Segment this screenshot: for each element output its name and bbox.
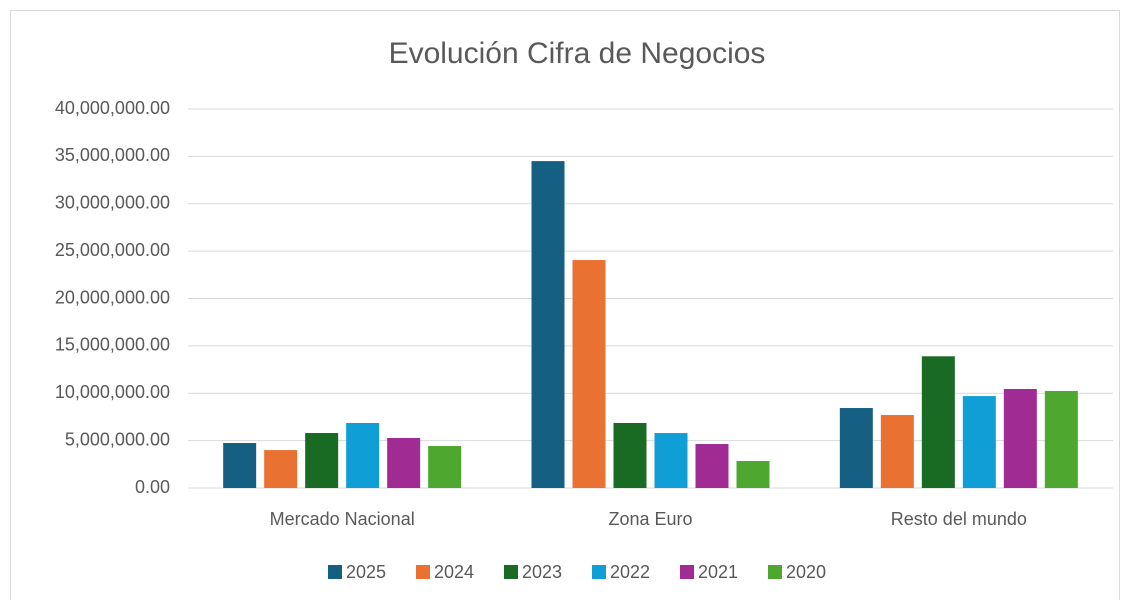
bar xyxy=(305,433,339,488)
legend-swatch xyxy=(416,565,430,579)
legend-label: 2020 xyxy=(786,562,826,582)
y-tick-label: 0.00 xyxy=(135,477,170,497)
bar xyxy=(654,433,688,488)
bar xyxy=(1044,390,1078,488)
bar xyxy=(264,450,298,488)
y-tick-label: 15,000,000.00 xyxy=(55,335,170,355)
bar xyxy=(428,446,462,488)
bar xyxy=(1003,388,1037,488)
y-tick-label: 5,000,000.00 xyxy=(65,429,170,449)
legend-swatch xyxy=(680,565,694,579)
x-tick-label: Mercado Nacional xyxy=(270,509,415,529)
bar xyxy=(695,444,729,488)
legend-swatch xyxy=(768,565,782,579)
bar xyxy=(387,437,421,488)
chart-title: Evolución Cifra de Negocios xyxy=(389,37,766,70)
y-tick-label: 25,000,000.00 xyxy=(55,240,170,260)
legend-label: 2024 xyxy=(434,562,474,582)
y-tick-label: 30,000,000.00 xyxy=(55,193,170,213)
bar xyxy=(572,260,606,488)
bar xyxy=(531,161,565,489)
legend-label: 2025 xyxy=(346,562,386,582)
bar xyxy=(613,423,647,488)
y-tick-label: 40,000,000.00 xyxy=(55,98,170,118)
bar xyxy=(962,396,996,488)
y-tick-label: 20,000,000.00 xyxy=(55,287,170,307)
legend-swatch xyxy=(504,565,518,579)
legend-swatch xyxy=(328,565,342,579)
legend-label: 2021 xyxy=(698,562,738,582)
legend-swatch xyxy=(592,565,606,579)
x-tick-label: Resto del mundo xyxy=(891,509,1027,529)
y-tick-label: 35,000,000.00 xyxy=(55,145,170,165)
legend-label: 2023 xyxy=(522,562,562,582)
bar xyxy=(736,460,770,488)
bar xyxy=(839,408,873,488)
bar xyxy=(223,442,257,488)
bar xyxy=(880,415,914,488)
y-tick-label: 10,000,000.00 xyxy=(55,382,170,402)
bar xyxy=(921,356,955,488)
legend-label: 2022 xyxy=(610,562,650,582)
x-tick-label: Zona Euro xyxy=(608,509,692,529)
bar xyxy=(346,423,380,488)
